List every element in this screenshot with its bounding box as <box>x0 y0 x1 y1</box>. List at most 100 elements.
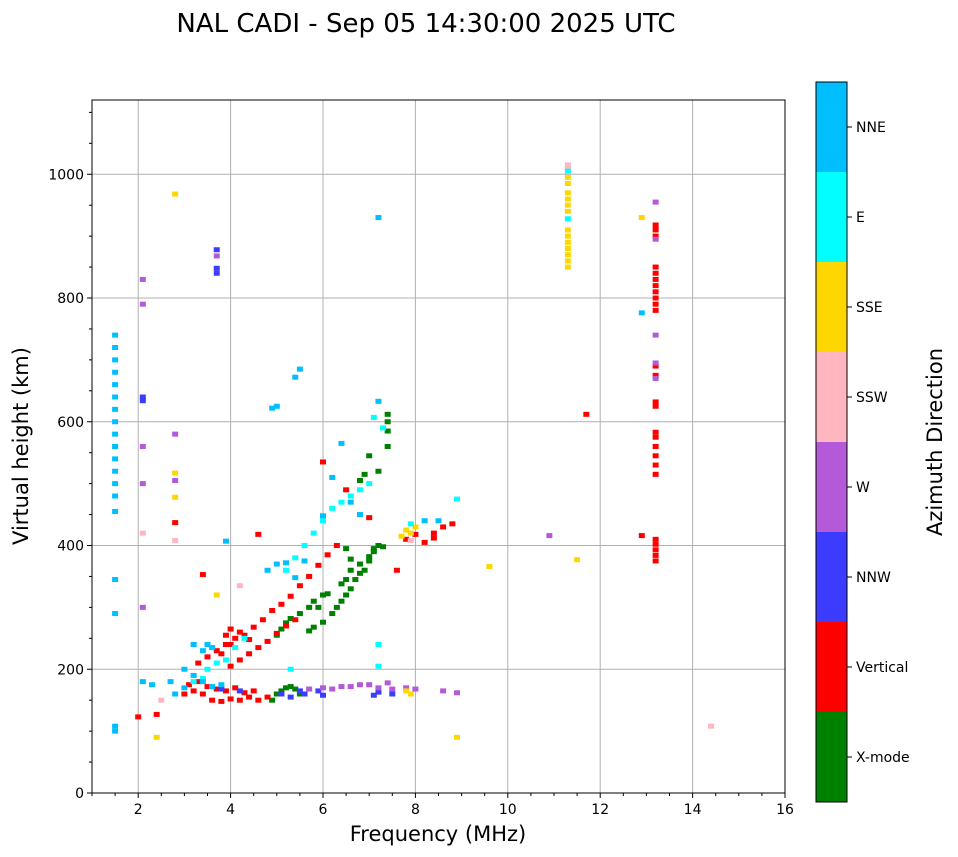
data-point <box>652 372 659 378</box>
data-point <box>283 623 290 629</box>
x-tick-label: 10 <box>499 802 517 818</box>
data-point <box>375 398 382 404</box>
data-point <box>199 691 206 697</box>
data-point <box>421 539 428 545</box>
data-point <box>112 481 119 487</box>
x-tick-label: 4 <box>226 802 235 818</box>
colorbar-label-vertical: Vertical <box>856 660 908 676</box>
data-point <box>241 690 248 696</box>
data-point <box>652 307 659 313</box>
x-tick-label: 12 <box>591 802 609 818</box>
data-point <box>384 444 391 449</box>
data-point <box>421 518 428 524</box>
data-point <box>370 414 377 420</box>
data-point <box>296 688 303 694</box>
data-point <box>112 468 119 474</box>
data-point <box>135 714 142 720</box>
data-point <box>255 645 262 651</box>
data-point <box>112 431 119 437</box>
data-point <box>343 487 350 493</box>
data-point <box>264 694 271 700</box>
data-point <box>190 642 197 647</box>
data-point <box>236 697 243 703</box>
series-vertical <box>135 222 659 720</box>
data-point <box>204 666 211 672</box>
data-point <box>366 558 373 564</box>
data-point <box>204 654 211 660</box>
data-point <box>652 399 659 405</box>
data-point <box>190 672 197 678</box>
data-point <box>398 533 405 539</box>
data-point <box>361 567 368 573</box>
data-point <box>333 604 340 610</box>
data-point <box>213 686 220 692</box>
data-point <box>232 635 239 641</box>
data-point <box>343 577 350 583</box>
data-point <box>222 642 229 647</box>
data-point <box>352 577 359 583</box>
data-point <box>278 688 285 694</box>
data-point <box>652 295 659 301</box>
data-point <box>440 688 447 694</box>
data-point <box>356 682 363 688</box>
data-point <box>153 711 160 717</box>
data-point <box>384 680 391 686</box>
data-point <box>186 682 193 688</box>
data-point <box>195 679 202 685</box>
data-point <box>112 493 119 499</box>
colorbar-segment <box>816 442 847 532</box>
series-w <box>139 199 659 696</box>
data-point <box>652 283 659 289</box>
data-point <box>213 247 220 253</box>
data-point <box>153 734 160 740</box>
data-point <box>356 478 363 484</box>
data-point <box>172 494 179 500</box>
x-axis-label: Frequency (MHz) <box>350 822 526 846</box>
data-point <box>139 301 146 307</box>
data-point <box>301 558 308 564</box>
data-point <box>315 604 322 610</box>
data-point <box>199 679 206 685</box>
data-point <box>273 403 280 409</box>
data-point <box>407 530 414 536</box>
data-point <box>273 691 280 697</box>
data-point <box>453 690 460 696</box>
data-point <box>652 541 659 547</box>
data-point <box>361 471 368 477</box>
data-point <box>546 533 553 539</box>
data-point <box>283 620 290 626</box>
data-point <box>301 543 308 548</box>
data-point <box>139 530 146 536</box>
colorbar-label-ssw: SSW <box>856 390 888 406</box>
data-point <box>278 626 285 632</box>
data-point <box>375 468 382 474</box>
data-point <box>320 513 326 519</box>
colorbar-label-x-mode: X-mode <box>856 750 910 766</box>
plot-area: 2 4 6 8 10 12 14 16 0 200 400 600 800 1000 <box>48 99 794 818</box>
data-point <box>356 561 363 567</box>
data-point <box>139 481 146 487</box>
data-point <box>366 682 373 688</box>
data-point <box>181 685 188 691</box>
data-point <box>370 549 377 555</box>
data-point <box>338 499 345 505</box>
x-tick-label: 8 <box>411 802 420 818</box>
data-point <box>564 252 571 258</box>
data-point <box>652 276 659 282</box>
data-point <box>213 648 220 654</box>
data-point <box>112 345 119 350</box>
data-point <box>269 607 276 613</box>
series-ssw <box>139 162 715 729</box>
data-point <box>320 459 326 465</box>
data-point <box>652 332 659 338</box>
data-point <box>320 518 326 524</box>
data-point <box>236 629 243 635</box>
data-point <box>227 642 234 647</box>
data-point <box>213 592 220 598</box>
colorbar-segment <box>816 352 847 442</box>
data-point <box>347 586 354 592</box>
data-point <box>375 543 382 548</box>
data-point <box>564 190 571 196</box>
data-point <box>574 557 581 563</box>
data-point <box>564 181 571 187</box>
